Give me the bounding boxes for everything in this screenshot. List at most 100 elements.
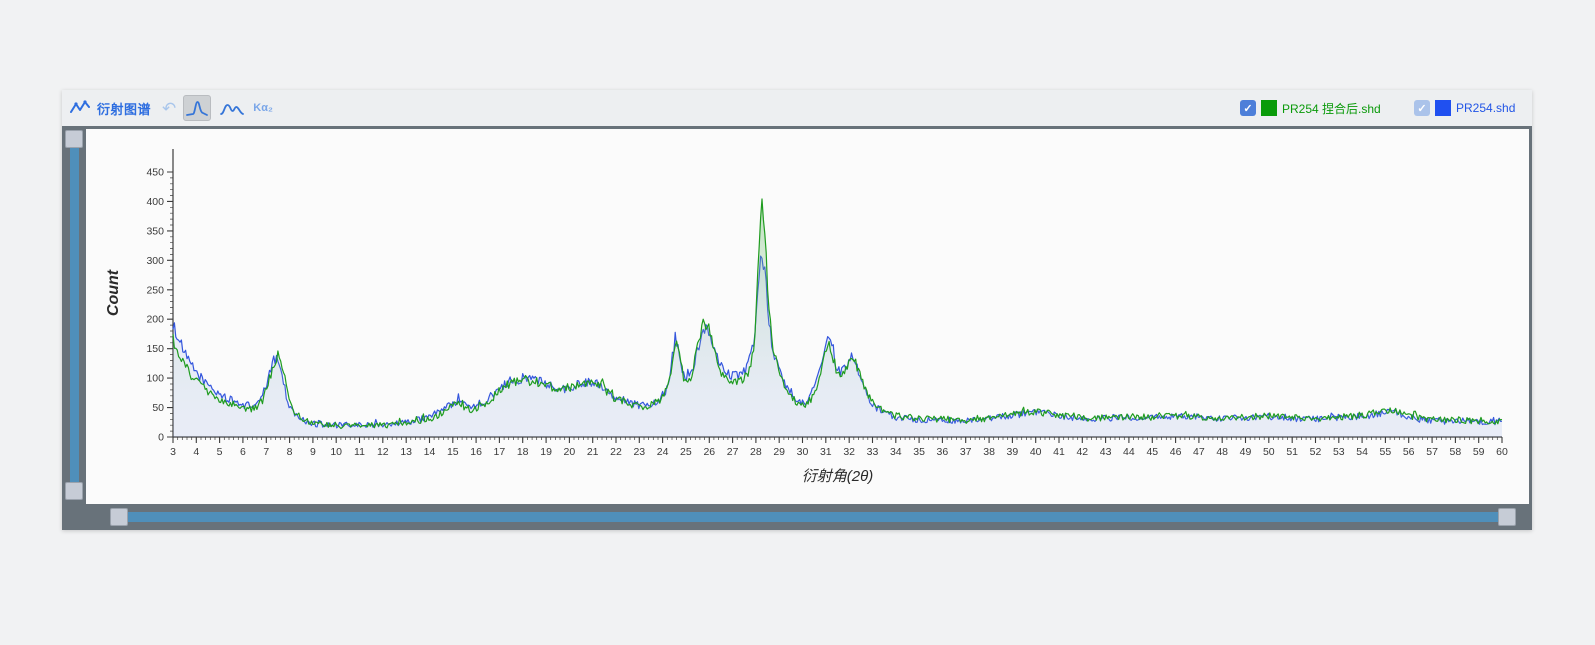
single-peak-icon: [186, 101, 209, 116]
kalpha2-button[interactable]: Kα₂: [253, 102, 273, 114]
svg-text:250: 250: [146, 284, 164, 296]
svg-text:27: 27: [727, 446, 739, 458]
svg-text:56: 56: [1403, 446, 1415, 458]
svg-text:35: 35: [913, 446, 925, 458]
vertical-slider-track[interactable]: [70, 139, 79, 491]
svg-text:53: 53: [1333, 446, 1345, 458]
svg-text:33: 33: [867, 446, 879, 458]
x-axis-title: 衍射角(2θ): [802, 468, 873, 485]
svg-text:26: 26: [703, 446, 715, 458]
svg-text:5: 5: [217, 446, 223, 458]
svg-text:46: 46: [1170, 446, 1182, 458]
legend-swatch-blue: [1435, 100, 1451, 116]
svg-text:50: 50: [152, 402, 164, 414]
horizontal-slider-left-handle[interactable]: [110, 508, 128, 526]
y-axis-title: Count: [105, 269, 122, 316]
svg-text:13: 13: [400, 446, 412, 458]
svg-text:52: 52: [1310, 446, 1322, 458]
svg-text:11: 11: [354, 446, 365, 458]
app-window: 衍射图谱 ↶ Kα₂ ✓ PR254 捏合后.shd ✓ PR254.shd: [62, 90, 1532, 530]
svg-text:44: 44: [1123, 446, 1135, 458]
svg-text:19: 19: [540, 446, 552, 458]
svg-text:200: 200: [146, 314, 164, 326]
svg-text:350: 350: [146, 225, 164, 237]
svg-text:450: 450: [146, 167, 164, 179]
svg-text:29: 29: [773, 446, 785, 458]
xrd-chart: 3 4 5 6 7 8 9 10 11 12 13 14 15 16 17 18 19 20 21 22 23 24 25 2…: [105, 149, 1508, 485]
single-peak-button[interactable]: [183, 95, 212, 121]
svg-text:48: 48: [1216, 446, 1228, 458]
svg-text:41: 41: [1053, 446, 1065, 458]
svg-text:300: 300: [146, 255, 164, 267]
chart-line-icon: [70, 100, 90, 116]
double-peak-icon: [220, 104, 245, 115]
svg-text:31: 31: [820, 446, 832, 458]
horizontal-slider-right-handle[interactable]: [1498, 508, 1516, 526]
legend-item-2: ✓ PR254.shd: [1414, 90, 1515, 126]
svg-text:20: 20: [564, 446, 576, 458]
legend-label-2: PR254.shd: [1456, 101, 1516, 115]
svg-text:12: 12: [377, 446, 389, 458]
svg-text:6: 6: [240, 446, 246, 458]
svg-text:15: 15: [447, 446, 459, 458]
svg-text:16: 16: [470, 446, 482, 458]
svg-text:47: 47: [1193, 446, 1205, 458]
svg-text:60: 60: [1496, 446, 1508, 458]
svg-text:28: 28: [750, 446, 762, 458]
plot-area[interactable]: 3 4 5 6 7 8 9 10 11 12 13 14 15 16 17 18 19 20 21 22 23 24 25 2…: [86, 129, 1529, 504]
svg-text:38: 38: [983, 446, 995, 458]
vertical-slider-bottom-handle[interactable]: [65, 482, 83, 500]
legend-label-1: PR254 捏合后.shd: [1282, 101, 1381, 116]
svg-text:4: 4: [193, 446, 199, 458]
legend-checkbox-2[interactable]: ✓: [1414, 100, 1430, 116]
svg-text:45: 45: [1146, 446, 1158, 458]
svg-text:3: 3: [170, 446, 176, 458]
legend-checkbox-1[interactable]: ✓: [1240, 100, 1256, 116]
svg-text:54: 54: [1356, 446, 1368, 458]
svg-text:39: 39: [1007, 446, 1019, 458]
svg-text:40: 40: [1030, 446, 1042, 458]
svg-text:8: 8: [287, 446, 293, 458]
svg-text:34: 34: [890, 446, 902, 458]
svg-text:100: 100: [146, 373, 164, 385]
svg-text:51: 51: [1286, 446, 1298, 458]
svg-text:17: 17: [494, 446, 506, 458]
legend-item-1: ✓ PR254 捏合后.shd: [1240, 90, 1381, 126]
toolbar: 衍射图谱 ↶ Kα₂ ✓ PR254 捏合后.shd ✓ PR254.shd: [62, 90, 1532, 126]
chart-frame: 3 4 5 6 7 8 9 10 11 12 13 14 15 16 17 18 19 20 21 22 23 24 25 2…: [62, 126, 1532, 530]
svg-text:21: 21: [587, 446, 599, 458]
svg-text:25: 25: [680, 446, 692, 458]
svg-text:400: 400: [146, 196, 164, 208]
svg-text:10: 10: [330, 446, 342, 458]
svg-text:30: 30: [797, 446, 809, 458]
svg-text:49: 49: [1240, 446, 1252, 458]
horizontal-zoom-slider[interactable]: [62, 504, 1532, 530]
panel-title: 衍射图谱: [97, 101, 152, 117]
svg-text:32: 32: [843, 446, 855, 458]
toolbar-left-group: 衍射图谱 ↶ Kα₂: [70, 95, 273, 121]
legend-swatch-green: [1261, 100, 1277, 116]
vertical-zoom-slider[interactable]: [62, 126, 86, 504]
svg-text:57: 57: [1426, 446, 1438, 458]
svg-text:24: 24: [657, 446, 669, 458]
horizontal-slider-track[interactable]: [128, 512, 1508, 522]
svg-text:55: 55: [1380, 446, 1392, 458]
vertical-slider-top-handle[interactable]: [65, 130, 83, 148]
svg-text:9: 9: [310, 446, 316, 458]
double-peak-button[interactable]: [218, 95, 246, 121]
svg-text:18: 18: [517, 446, 529, 458]
series-fill-1: [173, 199, 1502, 437]
svg-text:23: 23: [633, 446, 645, 458]
svg-text:42: 42: [1076, 446, 1088, 458]
svg-text:14: 14: [424, 446, 436, 458]
undo-icon[interactable]: ↶: [162, 98, 177, 118]
svg-text:50: 50: [1263, 446, 1275, 458]
svg-text:43: 43: [1100, 446, 1112, 458]
svg-text:58: 58: [1450, 446, 1462, 458]
svg-text:37: 37: [960, 446, 972, 458]
svg-text:150: 150: [146, 343, 164, 355]
svg-text:59: 59: [1473, 446, 1485, 458]
svg-text:36: 36: [937, 446, 949, 458]
axes: 3 4 5 6 7 8 9 10 11 12 13 14 15 16 17 18 19 20 21 22 23 24 25 2…: [105, 149, 1508, 485]
series-line-1: [172, 198, 1503, 430]
